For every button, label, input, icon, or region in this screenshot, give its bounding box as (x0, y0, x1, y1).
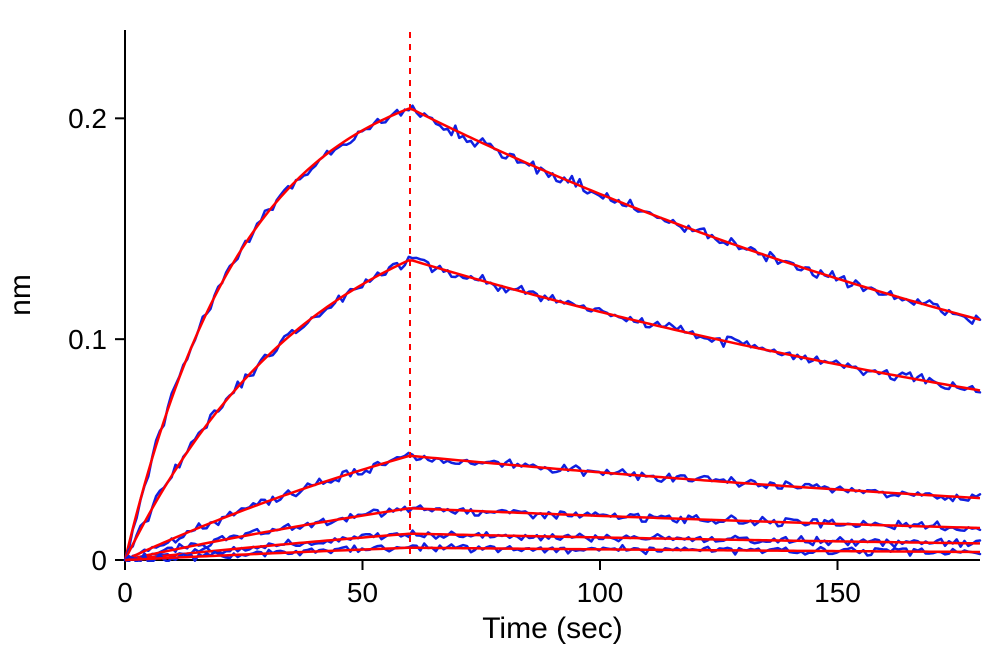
chart-bg (0, 0, 1000, 670)
x-tick-label: 0 (117, 577, 133, 608)
x-tick-label: 50 (347, 577, 378, 608)
x-axis-label: Time (sec) (482, 612, 623, 645)
x-tick-label: 150 (814, 577, 861, 608)
y-tick-label: 0.1 (68, 324, 107, 355)
x-tick-label: 100 (577, 577, 624, 608)
kinetics-chart: 0 50 100 150 0 0.1 0.2 Time (sec) nm (0, 0, 1000, 670)
y-tick-label: 0 (91, 545, 107, 576)
chart-svg: 0 50 100 150 0 0.1 0.2 Time (sec) nm (0, 0, 1000, 670)
y-axis-label: nm (4, 274, 37, 316)
y-tick-label: 0.2 (68, 103, 107, 134)
